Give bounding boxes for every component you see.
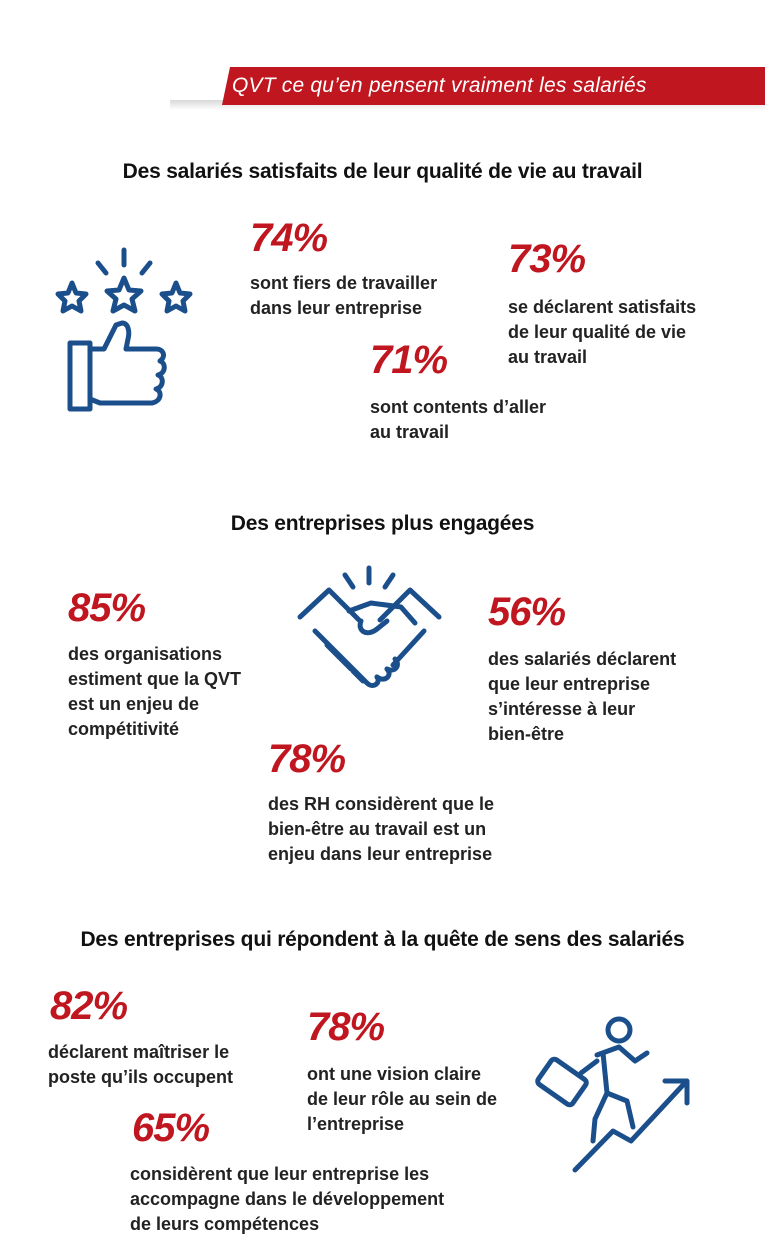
banner-title: QVT ce qu’en pensent vraiment les salari… bbox=[232, 74, 647, 97]
stat-text-satisfied: se déclarent satisfaits de leur qualité … bbox=[508, 297, 697, 367]
stat-value-satisfied: 73% bbox=[508, 237, 586, 281]
section-title-engaged: Des entreprises plus engagées bbox=[230, 512, 535, 535]
stat-value-happy: 71% bbox=[370, 338, 448, 382]
stat-value-competitiveness: 85% bbox=[68, 586, 146, 630]
stat-value-wellbeing-interest: 56% bbox=[488, 590, 566, 634]
stat-text-happy: sont contents d’aller au travail bbox=[370, 397, 547, 442]
stat-text-hr-wellbeing: des RH considèrent que le bien-être au t… bbox=[268, 794, 495, 864]
section-title-meaning: Des entreprises qui répondent à la quête… bbox=[80, 928, 685, 951]
stat-text-wellbeing-interest: des salariés déclarent que leur entrepri… bbox=[488, 649, 677, 744]
banner-shadow bbox=[170, 100, 765, 110]
stat-value-mastery: 82% bbox=[50, 984, 128, 1028]
climbing-man-arrow-icon bbox=[535, 1015, 705, 1175]
handshake-icon bbox=[297, 565, 442, 705]
stat-text-mastery: déclarent maîtriser le poste qu’ils occu… bbox=[48, 1042, 234, 1087]
stat-text-competitiveness: des organisations estiment que la QVT es… bbox=[68, 644, 242, 739]
stat-text-vision: ont une vision claire de leur rôle au se… bbox=[307, 1064, 498, 1134]
section-title-satisfaction: Des salariés satisfaits de leur qualité … bbox=[122, 160, 643, 183]
stat-text-proud: sont fiers de travailler dans leur entre… bbox=[250, 273, 438, 318]
stat-value-proud: 74% bbox=[250, 216, 328, 260]
stat-value-skills: 65% bbox=[132, 1106, 210, 1150]
stat-text-skills: considèrent que leur entreprise les acco… bbox=[130, 1164, 445, 1234]
stat-value-vision: 78% bbox=[307, 1005, 385, 1049]
stat-value-hr-wellbeing: 78% bbox=[268, 737, 346, 781]
thumbs-up-stars-icon bbox=[52, 245, 200, 415]
header-banner bbox=[222, 67, 765, 105]
